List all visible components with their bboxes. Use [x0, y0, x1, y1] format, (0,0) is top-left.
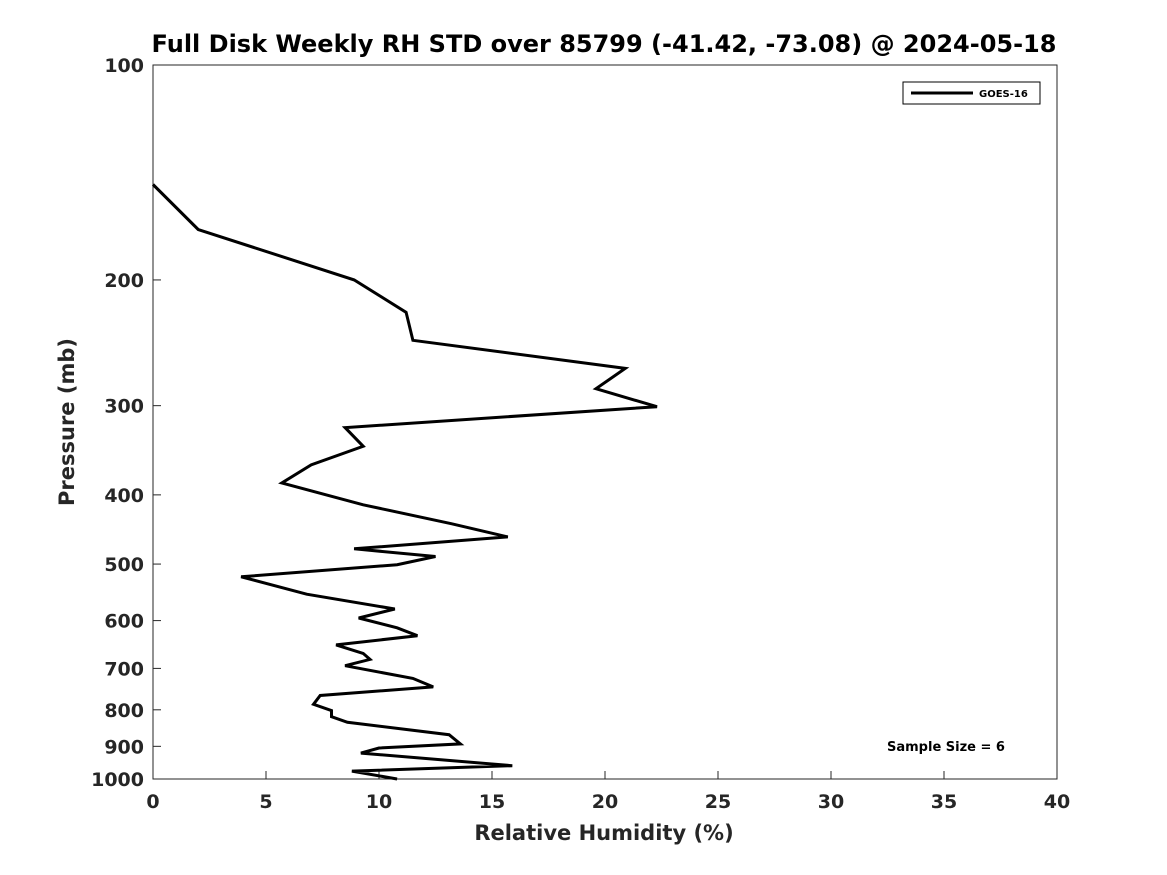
y-tick-label: 900 — [104, 736, 144, 758]
y-tick-label: 700 — [104, 658, 144, 680]
x-axis: 0 5 10 15 20 25 30 35 40 — [146, 771, 1070, 813]
x-axis-label: Relative Humidity (%) — [474, 821, 733, 845]
x-tick-label: 0 — [146, 791, 159, 813]
chart-title: Full Disk Weekly RH STD over 85799 (-41.… — [152, 30, 1057, 58]
series-line-goes-16 — [151, 183, 658, 781]
series-layer — [151, 183, 658, 781]
x-tick-label: 5 — [259, 791, 272, 813]
y-tick-label: 100 — [104, 55, 144, 77]
legend: GOES-16 — [902, 81, 1041, 105]
x-tick-label: 15 — [479, 791, 505, 813]
x-tick-label: 30 — [818, 791, 844, 813]
x-tick-label: 20 — [592, 791, 618, 813]
x-tick-label: 35 — [931, 791, 957, 813]
x-tick-label: 10 — [366, 791, 392, 813]
y-tick-label: 600 — [104, 611, 144, 633]
plot-frame — [152, 64, 1058, 780]
y-tick-label: 800 — [104, 700, 144, 722]
y-axis-label: Pressure (mb) — [55, 338, 79, 506]
y-tick-label: 400 — [104, 485, 144, 507]
legend-label: GOES-16 — [979, 89, 1028, 100]
y-tick-label: 1000 — [91, 769, 144, 791]
sample-size-annotation: Sample Size = 6 — [887, 740, 1005, 755]
y-axis: 100 200 300 400 500 600 700 800 900 1000 — [91, 55, 161, 791]
x-tick-label: 40 — [1044, 791, 1070, 813]
y-tick-label: 500 — [104, 554, 144, 576]
x-tick-label: 25 — [705, 791, 731, 813]
y-tick-label: 200 — [104, 270, 144, 292]
y-tick-label: 300 — [104, 396, 144, 418]
